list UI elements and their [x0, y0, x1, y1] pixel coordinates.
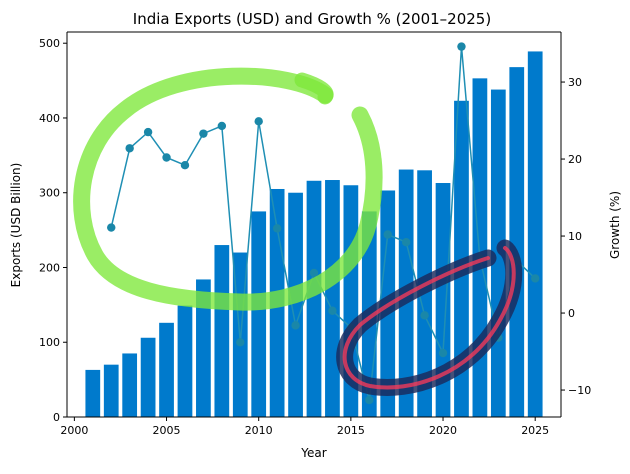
- y-left-tick-label-0: 0: [53, 411, 60, 424]
- bar-2003: [122, 353, 138, 417]
- growth-point-2017: [383, 230, 392, 239]
- growth-point-2004: [143, 127, 153, 137]
- x-tick-label-2010: 2010: [245, 424, 273, 437]
- y-left-tick-label-200: 200: [39, 261, 60, 274]
- y-right-tick-label-30: 30: [568, 76, 582, 89]
- growth-point-2009: [236, 338, 245, 347]
- growth-point-2020: [438, 348, 448, 358]
- growth-point-2018: [401, 238, 411, 247]
- green-circle-tail: [294, 72, 334, 105]
- growth-point-2019: [420, 311, 429, 320]
- y-right-tick-label-10: 10: [568, 230, 582, 243]
- growth-point-2013: [309, 268, 319, 278]
- bar-2002: [103, 364, 119, 417]
- green-circle-annotation: [73, 67, 383, 311]
- bar-2008: [214, 245, 230, 417]
- growth-point-2005: [162, 153, 171, 162]
- x-tick-label-2000: 2000: [60, 424, 88, 437]
- growth-point-2007: [199, 129, 208, 138]
- bar-2007: [196, 279, 211, 417]
- growth-point-2025: [530, 274, 540, 283]
- growth-point-2010: [254, 117, 263, 126]
- y-right-tick-label-0: 0: [568, 307, 575, 320]
- y-axis-left-label: Exports (USD Billion): [9, 163, 23, 288]
- bar-2001: [85, 369, 101, 417]
- bar-2010: [251, 211, 267, 417]
- y-left-tick-label-100: 100: [39, 336, 60, 349]
- x-tick-label-2025: 2025: [521, 424, 549, 437]
- y-right-tick-label--10: −10: [568, 384, 591, 397]
- y-left-tick-label-300: 300: [39, 187, 60, 200]
- x-tick-label-2005: 2005: [153, 424, 181, 437]
- growth-point-2016: [365, 395, 374, 405]
- y-left-tick-label-500: 500: [39, 37, 60, 50]
- growth-point-2021: [457, 42, 466, 51]
- bar-2024: [509, 67, 525, 417]
- axes: 2000 2005 2010 2015 2020 20250100200300400500…: [39, 31, 591, 437]
- red-circle-annotation: [342, 246, 516, 390]
- bar-2006: [177, 305, 193, 417]
- bar-2025: [527, 51, 543, 418]
- x-axis-label: Year: [300, 446, 326, 460]
- growth-point-2006: [180, 161, 190, 170]
- y-axis-right-label: Growth (%): [608, 191, 622, 259]
- growth-point-2014: [328, 306, 337, 315]
- bar-2012: [288, 192, 303, 417]
- x-tick-label-2020: 2020: [429, 424, 457, 437]
- bar-2005: [159, 322, 174, 417]
- growth-point-2008: [217, 121, 227, 131]
- annotations: [73, 67, 523, 396]
- growth-point-2012: [291, 321, 300, 330]
- bar-2022: [472, 78, 488, 417]
- bar-2013: [306, 180, 322, 417]
- bar-2004: [140, 337, 156, 417]
- growth-point-2002: [107, 223, 116, 232]
- y-left-tick-label-400: 400: [39, 112, 60, 125]
- growth-point-2003: [125, 144, 134, 153]
- chart-title: India Exports (USD) and Growth % (2001–2…: [133, 10, 491, 28]
- y-right-tick-label-20: 20: [568, 153, 582, 166]
- bar-2020: [435, 183, 451, 417]
- x-tick-label-2015: 2015: [337, 424, 365, 437]
- growth-point-2011: [272, 224, 282, 233]
